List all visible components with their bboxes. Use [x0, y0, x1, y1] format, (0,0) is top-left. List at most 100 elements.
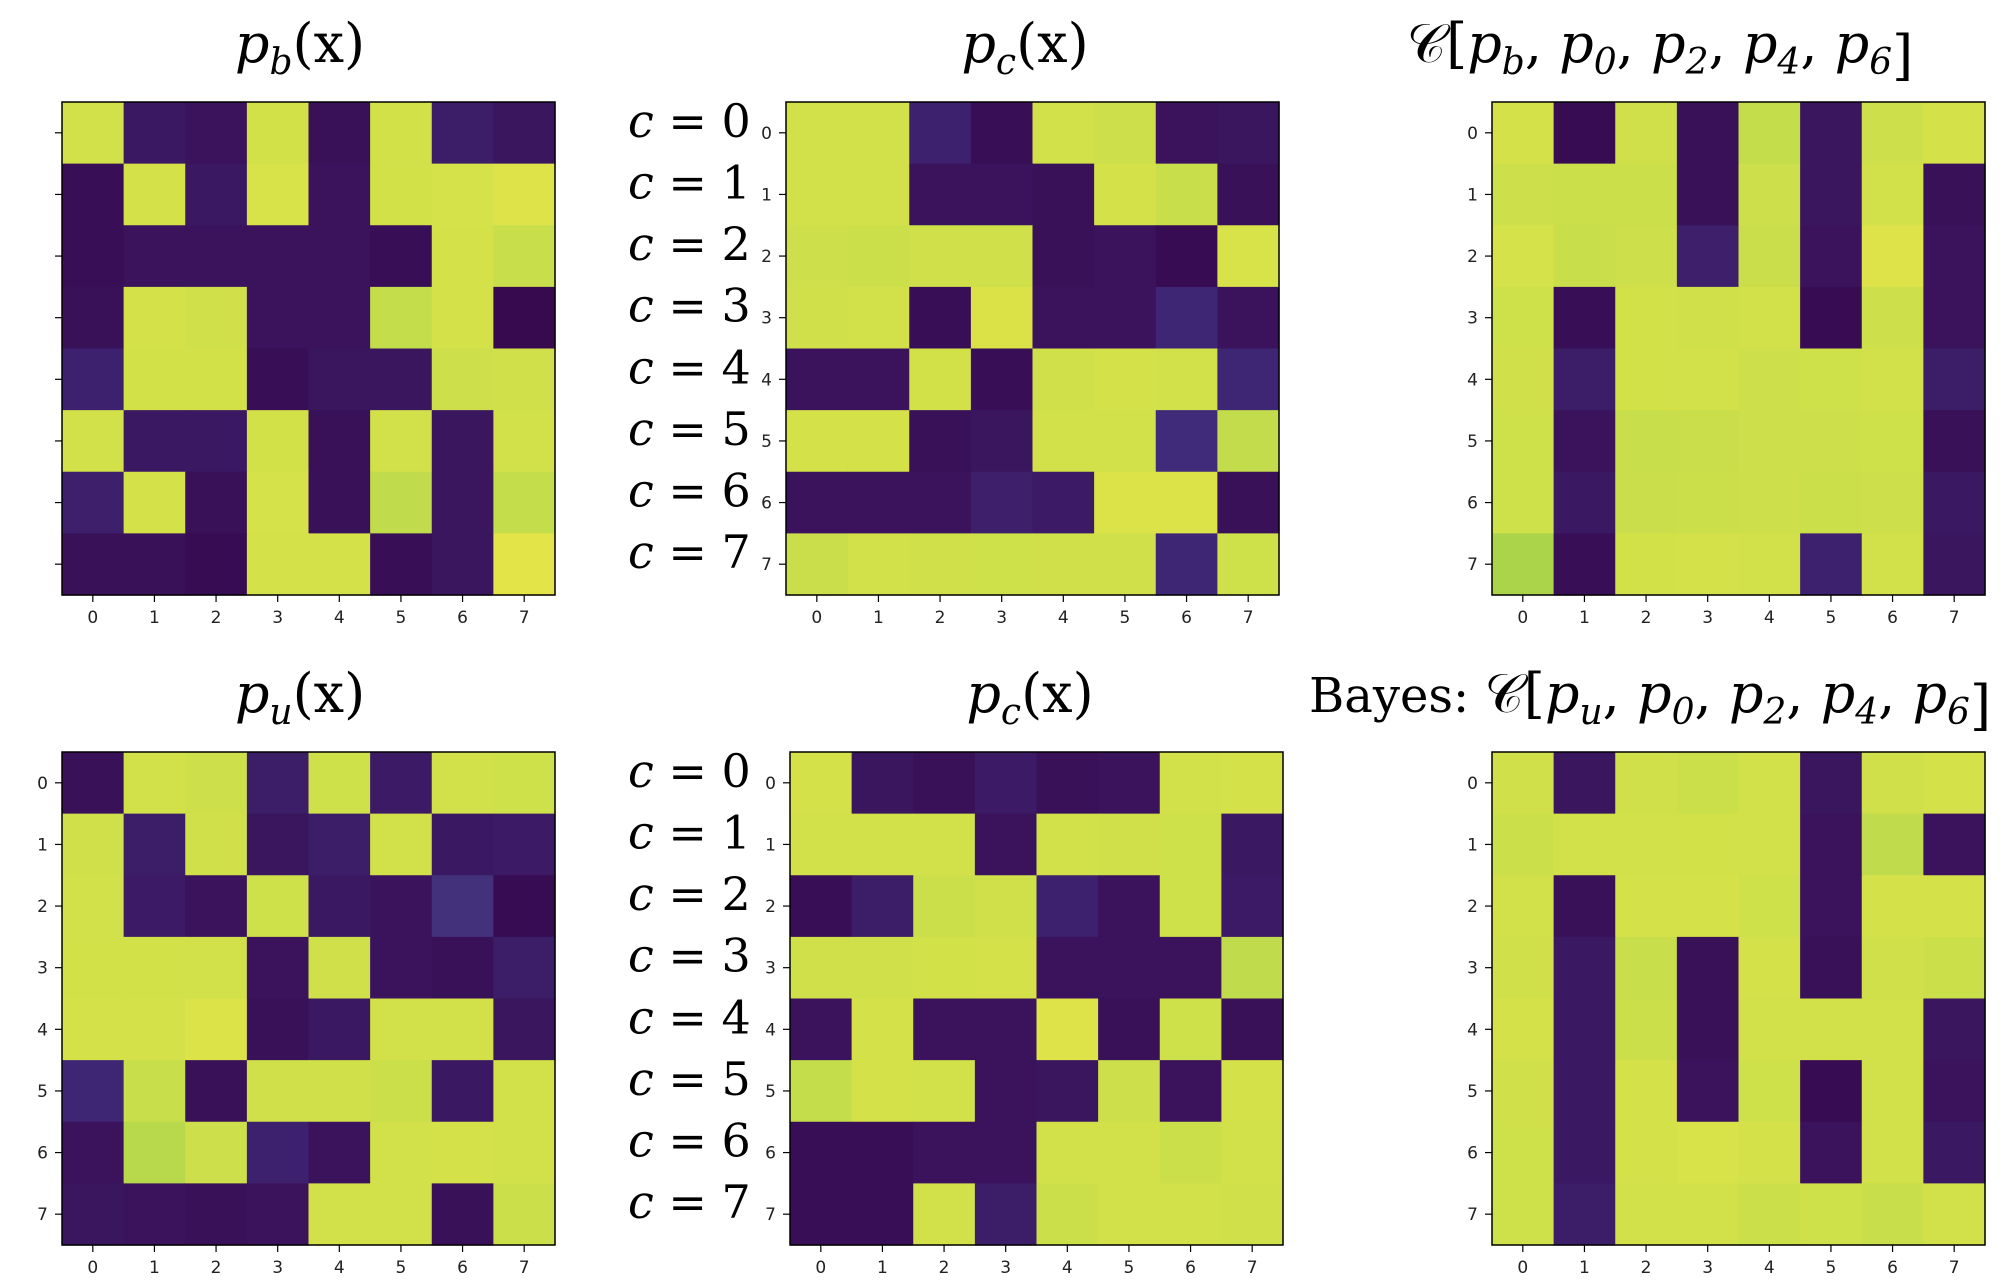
cell-r3-c6	[431, 936, 494, 1000]
cell-r5-c5	[1800, 1060, 1863, 1123]
cell-r7-c3	[1676, 1183, 1740, 1246]
cell-r6-c5	[1800, 471, 1863, 534]
x-tick-label: 5	[396, 1258, 407, 1278]
row-label: c = 6	[628, 464, 751, 518]
cell-r2-c7	[493, 875, 556, 938]
heatmap-top-right: 0 1 2 3 4 5 6 7 0 1 2 3 4 5 6 7 𝒞[pb, p0, p2, p4, p6]	[1407, 12, 1986, 628]
cell-r3-c3	[974, 936, 1038, 1000]
cell-r0-c3	[1676, 102, 1740, 165]
x-tick-label: 0	[1517, 608, 1528, 628]
cell-r1-c1	[1553, 813, 1616, 876]
cell-r3-c4	[1738, 936, 1801, 1000]
row-label: c = 1	[628, 805, 751, 859]
plot-frame	[61, 751, 556, 1246]
cell-r7-c5	[1800, 533, 1863, 596]
x-tick-label: 1	[149, 608, 160, 628]
cell-r6-c7	[493, 1121, 556, 1184]
cell-r3-c6	[1861, 936, 1924, 1000]
cell-r1-c6	[431, 163, 494, 226]
cell-r5-c6	[1861, 1060, 1924, 1123]
cell-r7-c0	[1492, 1183, 1555, 1246]
y-tick-label: 4	[765, 1020, 776, 1040]
cell-r2-c1	[1553, 225, 1616, 288]
x-tick-label: 1	[149, 1258, 160, 1278]
panel-title: pc(x)	[961, 12, 1088, 83]
cell-r4-c4	[1738, 348, 1801, 411]
y-tick-label: 3	[1467, 309, 1478, 329]
cell-r4-c4	[308, 998, 371, 1061]
y-tick-label: 6	[1467, 494, 1478, 514]
cell-r5-c7	[1923, 1060, 1986, 1123]
cell-r3-c0	[1492, 936, 1555, 1000]
cell-r5-c0	[62, 1060, 125, 1123]
cell-r1-c2	[1615, 813, 1678, 876]
cell-r4-c0	[62, 348, 125, 411]
cell-r0-c5	[1094, 102, 1157, 165]
x-tick-label: 1	[1579, 1258, 1590, 1278]
y-tick-label: 1	[1467, 185, 1478, 205]
cell-r1-c1	[847, 163, 910, 226]
cell-r1-c6	[1861, 813, 1924, 876]
x-tick-label: 1	[1579, 608, 1590, 628]
cell-r7-c7	[1923, 1183, 1986, 1246]
cell-r0-c7	[1221, 752, 1284, 815]
cell-r4-c6	[1861, 998, 1924, 1061]
cell-r6-c5	[370, 471, 433, 534]
cell-r2-c1	[123, 875, 186, 938]
cell-r5-c3	[974, 1060, 1038, 1123]
cell-r5-c3	[1676, 410, 1740, 473]
cell-r6-c4	[1036, 1121, 1099, 1184]
cell-r1-c0	[1492, 163, 1555, 226]
cell-r1-c5	[370, 813, 433, 876]
cell-r3-c0	[62, 286, 125, 350]
cell-r0-c1	[851, 752, 914, 815]
cell-r5-c1	[1553, 1060, 1616, 1123]
cell-r5-c6	[1159, 1060, 1222, 1123]
row-label: c = 7	[628, 525, 751, 579]
cell-r3-c6	[431, 286, 494, 350]
row-label: c = 5	[628, 402, 751, 456]
y-tick-label: 1	[761, 185, 772, 205]
cell-r7-c0	[1492, 533, 1555, 596]
cell-r1-c0	[790, 813, 853, 876]
cell-r4-c4	[1036, 998, 1099, 1061]
cell-r3-c7	[493, 286, 556, 350]
cell-r5-c4	[308, 410, 371, 473]
cell-r6-c2	[913, 1121, 976, 1184]
cell-r6-c2	[185, 471, 248, 534]
cell-r5-c0	[1492, 410, 1555, 473]
cell-r3-c0	[1492, 286, 1555, 350]
cell-r2-c7	[1221, 875, 1284, 938]
cell-r4-c2	[185, 998, 248, 1061]
cell-r4-c5	[370, 348, 433, 411]
cell-r1-c5	[1800, 813, 1863, 876]
cell-r1-c7	[1923, 813, 1986, 876]
y-tick-label: 4	[1467, 1020, 1478, 1040]
cell-r0-c7	[493, 752, 556, 815]
cell-r3-c6	[1159, 936, 1222, 1000]
x-tick-label: 3	[272, 608, 283, 628]
cell-r4-c5	[1098, 998, 1161, 1061]
y-tick-label: 6	[1467, 1144, 1478, 1164]
cell-r3-c1	[1553, 936, 1616, 1000]
y-tick-label: 2	[1467, 897, 1478, 917]
cell-r4-c7	[1217, 348, 1280, 411]
cell-r4-c2	[913, 998, 976, 1061]
cell-r6-c6	[1861, 1121, 1924, 1184]
cell-r7-c2	[913, 1183, 976, 1246]
cell-r5-c4	[1738, 410, 1801, 473]
cell-r2-c3	[246, 225, 310, 288]
y-tick-label: 5	[37, 1082, 48, 1102]
cell-r5-c1	[851, 1060, 914, 1123]
cell-r6-c6	[1159, 1121, 1222, 1184]
cell-r3-c4	[1738, 286, 1801, 350]
cell-r6-c3	[246, 471, 310, 534]
x-tick-label: 3	[272, 1258, 283, 1278]
cell-r0-c7	[1923, 102, 1986, 165]
cell-r4-c7	[1923, 998, 1986, 1061]
cell-r2-c5	[1094, 225, 1157, 288]
x-tick-label: 3	[1702, 1258, 1713, 1278]
cell-r6-c5	[1098, 1121, 1161, 1184]
cell-r2-c7	[493, 225, 556, 288]
cell-r1-c0	[62, 163, 125, 226]
